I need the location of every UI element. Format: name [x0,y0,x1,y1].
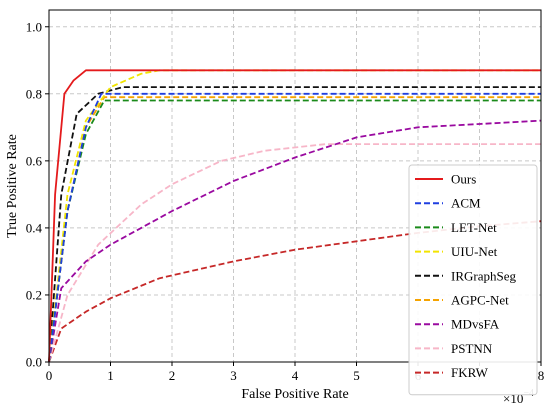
series-line-irgraphseg [48,86,541,363]
y-tick-label: 0.2 [26,287,42,302]
y-tick-label: 0.8 [26,86,42,101]
legend-label-mdvsfa: MDvsFA [451,317,500,332]
x-tick-label: 0 [46,368,53,383]
x-axis-label: False Positive Rate [241,387,348,402]
legend-label-uiu-net: UIU-Net [451,244,498,259]
series-line-fkrw [48,220,542,363]
series-line-mdvsfa [48,119,542,363]
y-tick-label: 0.0 [26,355,42,370]
y-tick-label: 0.4 [26,220,43,235]
series-line-pstnn [48,143,541,363]
series-line-acm [48,92,541,363]
legend-label-acm: ACM [451,196,481,211]
legend: Ours ACM LET-Net UIU-Net IRGraphSeg AGPC-Net M… [408,164,538,396]
x-tick-label: 4 [292,368,299,383]
x-tick-label: 2 [169,368,176,383]
series-lines [48,69,542,363]
legend-label-irgraphseg: IRGraphSeg [451,268,516,283]
y-tick-label: 1.0 [26,19,42,34]
legend-label-pstnn: PSTNN [451,341,493,356]
x-tick-label: 5 [353,368,360,383]
legend-label-let-net: LET-Net [451,220,497,235]
y-tick-label: 0.6 [26,153,43,168]
legend-box [408,164,538,396]
legend-label-fkrw: FKRW [451,365,489,380]
series-line-ours [48,69,541,363]
x-tick-label: 3 [230,368,237,383]
x-tick-label: 1 [107,368,114,383]
legend-label-agpc-net: AGPC-Net [451,293,509,308]
x-tick-label: 8 [538,368,545,383]
legend-label-ours: Ours [451,172,476,187]
y-axis-label: True Positive Rate [5,134,20,238]
